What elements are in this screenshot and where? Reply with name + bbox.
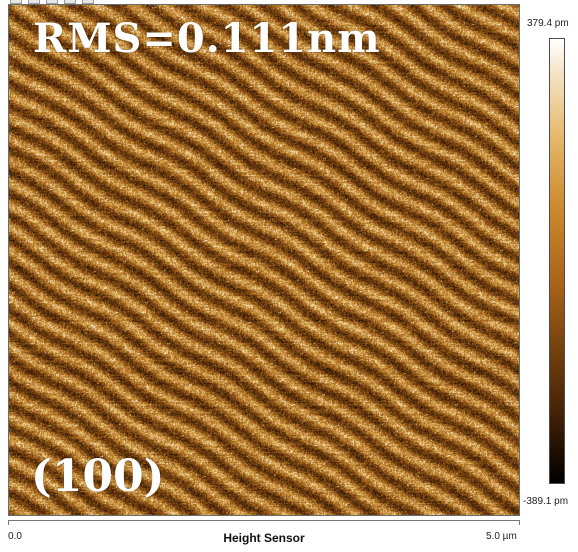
height-colorbar [549,38,565,484]
colorbar-min-label: -389.1 pm [523,496,569,507]
rms-annotation: RMS=0.111nm [33,15,381,62]
toolbar-button[interactable] [28,0,40,4]
image-toolbar [8,0,118,4]
x-axis-end-label: 5.0 µm [486,531,517,542]
toolbar-button[interactable] [46,0,58,4]
x-axis-title: Height Sensor [223,531,305,545]
x-axis-line [8,520,520,521]
x-axis-start-label: 0.0 [8,531,22,542]
x-axis-tick-end [519,520,520,525]
toolbar-button[interactable] [10,0,22,4]
afm-height-image: RMS=0.111nm (100) [8,4,520,516]
colorbar-max-label: 379.4 pm [527,18,569,29]
crystal-face-annotation: (100) [31,451,165,502]
afm-texture-canvas [9,5,519,515]
x-axis-tick-start [8,520,9,525]
toolbar-button[interactable] [64,0,76,4]
toolbar-button[interactable] [82,0,94,4]
